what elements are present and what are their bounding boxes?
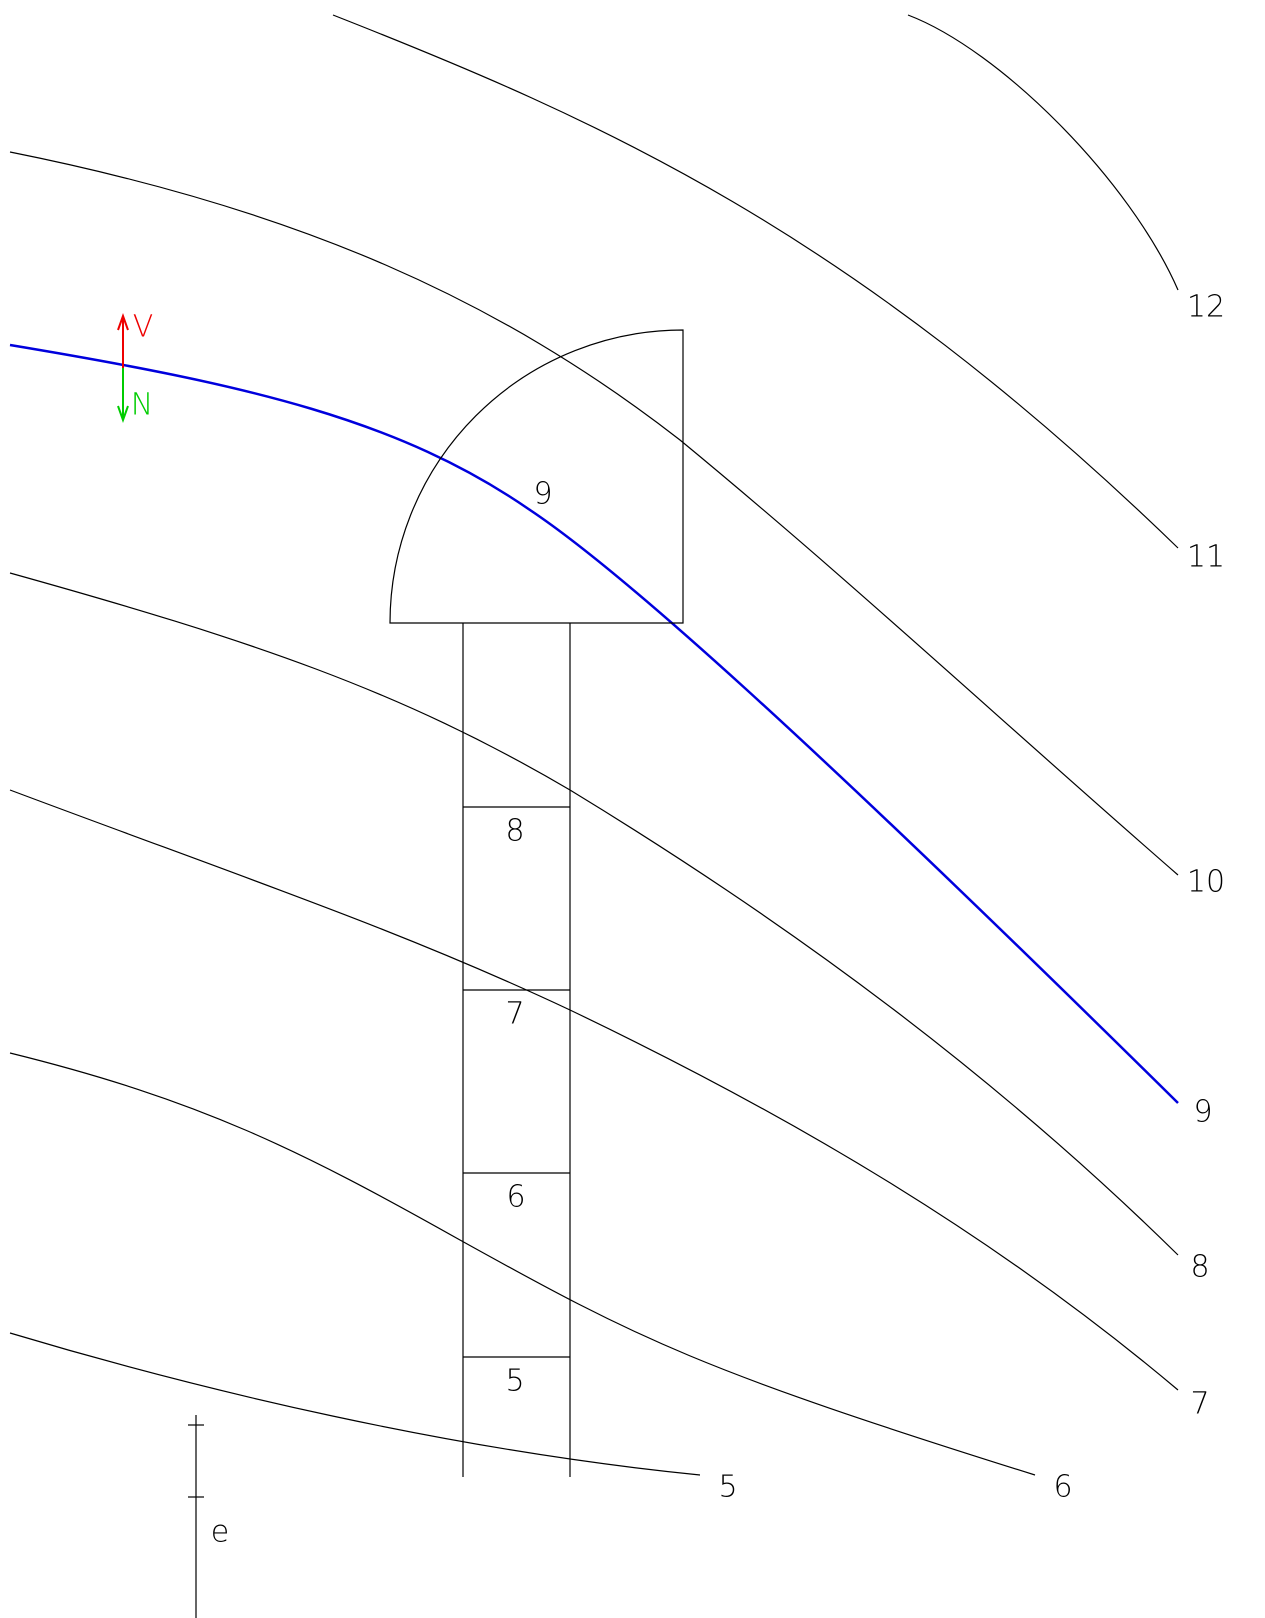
contour-label: 9 (1193, 1095, 1212, 1130)
contour-label: 12 (1187, 290, 1225, 325)
contour-label: 11 (1187, 540, 1225, 575)
contour (9, 572, 1179, 1256)
contour-label: 10 (1187, 865, 1225, 900)
contour-label: 5 (718, 1470, 737, 1505)
scale-label: e (211, 1515, 229, 1550)
contour-highlight (9, 343, 1179, 1104)
segment-label: 6 (506, 1180, 525, 1215)
arrow-label: N (131, 388, 153, 423)
arrow-down (117, 368, 129, 423)
segment-label: 7 (505, 997, 524, 1032)
scale-bar (188, 1415, 204, 1618)
contour-label: 8 (1190, 1250, 1209, 1285)
segment-label: 8 (505, 814, 524, 849)
contour-label: 7 (1190, 1387, 1209, 1422)
segment-label: 5 (505, 1364, 524, 1399)
column (462, 623, 571, 1477)
contour-label: 6 (1053, 1470, 1072, 1505)
arrow-up (117, 313, 129, 368)
contour (332, 14, 1179, 549)
quarter-shape (389, 329, 684, 624)
contour (9, 789, 1179, 1391)
shape-label: 9 (533, 477, 552, 512)
contour (9, 151, 1179, 876)
arrow-label: V (133, 310, 154, 345)
contour (9, 1332, 701, 1476)
contour (9, 1052, 1036, 1476)
contour (907, 14, 1179, 291)
